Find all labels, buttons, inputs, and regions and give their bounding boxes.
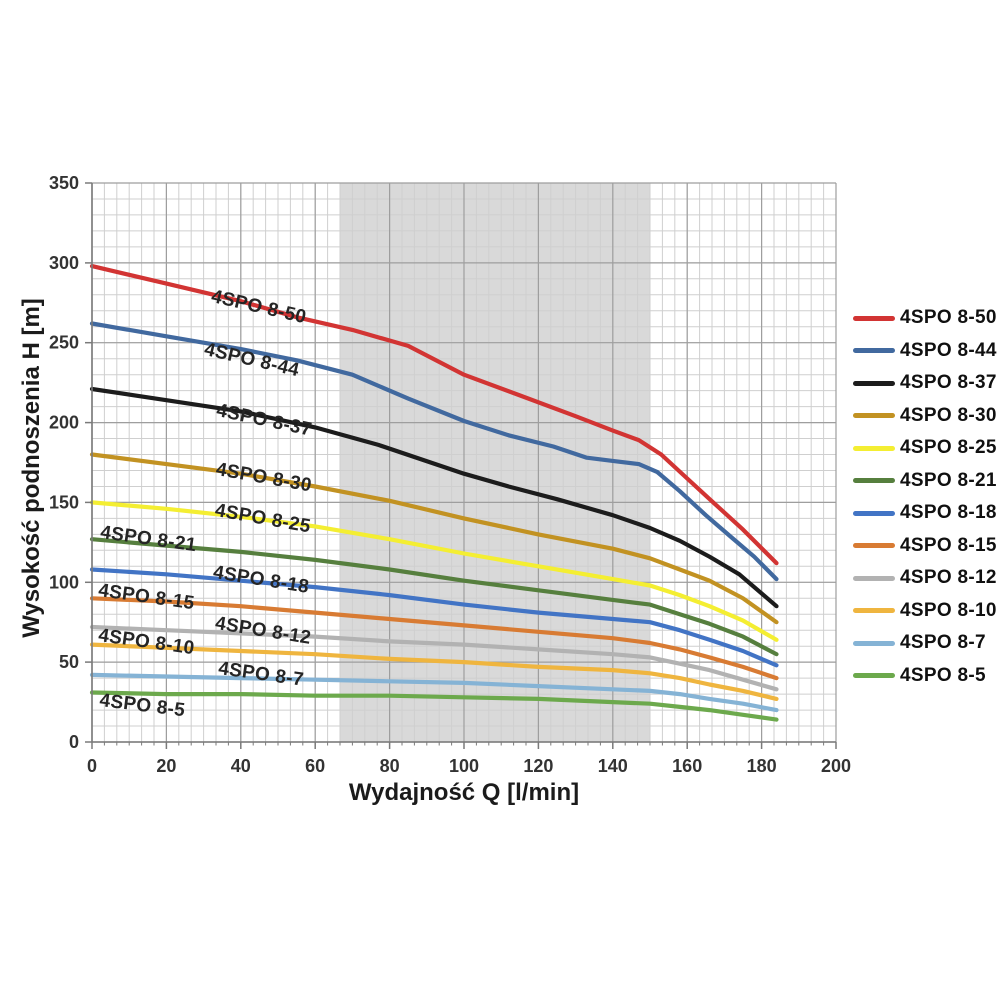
operating-range-band <box>340 183 650 742</box>
y-tick-label: 100 <box>49 572 79 592</box>
y-tick-label: 0 <box>69 732 79 752</box>
curve-4spo-8-18 <box>89 567 779 668</box>
x-tick-label: 200 <box>821 756 851 776</box>
x-tick-label: 120 <box>523 756 553 776</box>
y-tick-label: 300 <box>49 253 79 273</box>
curve-4spo-8-30 <box>89 452 779 625</box>
legend-item-4spo-8-50: 4SPO 8-50 <box>853 307 997 329</box>
x-tick-label: 140 <box>598 756 628 776</box>
legend-label-4spo-8-15: 4SPO 8-15 <box>900 534 997 556</box>
x-tick-label: 100 <box>449 756 479 776</box>
legend-item-4spo-8-12: 4SPO 8-12 <box>853 567 997 589</box>
legend-swatch-4spo-8-10 <box>853 608 895 613</box>
legend-swatch-4spo-8-18 <box>853 510 895 516</box>
curve-4spo-8-25 <box>89 500 779 642</box>
x-tick-label: 20 <box>156 756 176 776</box>
x-tick-label: 40 <box>231 756 251 776</box>
legend-label-4spo-8-30: 4SPO 8-30 <box>900 404 997 426</box>
legend-label-4spo-8-50: 4SPO 8-50 <box>900 307 997 328</box>
legend-swatch-4spo-8-15 <box>853 543 895 548</box>
x-tick-label: 80 <box>380 756 400 776</box>
y-axis-title: Wysokość podnoszenia H [m] <box>18 298 45 638</box>
x-tick-label: 0 <box>87 756 97 776</box>
curve-4spo-8-12 <box>89 624 779 692</box>
legend-item-4spo-8-7: 4SPO 8-7 <box>853 632 997 654</box>
legend-label-4spo-8-10: 4SPO 8-10 <box>900 599 997 621</box>
legend-swatch-4spo-8-12 <box>853 575 895 581</box>
legend-item-4spo-8-30: 4SPO 8-30 <box>853 405 997 427</box>
x-tick-label: 60 <box>305 756 325 776</box>
legend-item-4spo-8-15: 4SPO 8-15 <box>853 535 997 557</box>
legend-item-4spo-8-5: 4SPO 8-5 <box>853 665 997 687</box>
legend-swatch-4spo-8-25 <box>853 445 895 451</box>
legend-swatch-4spo-8-30 <box>853 413 895 418</box>
y-tick-label: 250 <box>49 333 79 353</box>
curve-4spo-8-21 <box>89 537 779 657</box>
legend-label-4spo-8-25: 4SPO 8-25 <box>900 437 997 458</box>
legend-label-4spo-8-5: 4SPO 8-5 <box>900 664 986 686</box>
x-axis-title: Wydajność Q [l/min] <box>348 779 580 806</box>
curve-4spo-8-37 <box>89 386 779 609</box>
x-tick-label: 180 <box>747 756 777 776</box>
y-tick-label: 150 <box>49 492 79 512</box>
legend-label-4spo-8-7: 4SPO 8-7 <box>900 632 986 653</box>
legend-item-4spo-8-18: 4SPO 8-18 <box>853 502 997 524</box>
legend-label-4spo-8-44: 4SPO 8-44 <box>900 339 997 361</box>
legend-swatch-4spo-8-37 <box>853 380 895 386</box>
legend-swatch-4spo-8-21 <box>853 478 895 483</box>
y-tick-label: 350 <box>49 173 79 193</box>
curve-4spo-8-15 <box>89 596 779 681</box>
legend-item-4spo-8-25: 4SPO 8-25 <box>853 437 997 459</box>
legend-item-4spo-8-44: 4SPO 8-44 <box>853 340 997 362</box>
legend-item-4spo-8-21: 4SPO 8-21 <box>853 470 997 492</box>
legend-item-4spo-8-10: 4SPO 8-10 <box>853 600 997 622</box>
legend-item-4spo-8-37: 4SPO 8-37 <box>853 372 997 394</box>
legend-swatch-4spo-8-5 <box>853 673 895 678</box>
legend: 4SPO 8-50 4SPO 8-44 4SPO 8-37 4SPO 8-30 4SPO… <box>853 307 997 697</box>
y-tick-label: 50 <box>59 652 79 672</box>
legend-swatch-4spo-8-50 <box>853 315 895 321</box>
curve-4spo-8-10 <box>89 642 779 701</box>
legend-swatch-4spo-8-44 <box>853 348 895 353</box>
legend-label-4spo-8-37: 4SPO 8-37 <box>900 372 997 393</box>
legend-label-4spo-8-18: 4SPO 8-18 <box>900 502 997 523</box>
curve-4spo-8-7 <box>89 672 779 713</box>
legend-label-4spo-8-12: 4SPO 8-12 <box>900 567 997 588</box>
curve-4spo-8-50 <box>89 264 779 566</box>
curve-4spo-8-5 <box>89 690 779 722</box>
curve-4spo-8-44 <box>89 321 779 582</box>
legend-swatch-4spo-8-7 <box>853 640 895 646</box>
legend-label-4spo-8-21: 4SPO 8-21 <box>900 469 997 491</box>
x-tick-label: 160 <box>672 756 702 776</box>
y-tick-label: 200 <box>49 413 79 433</box>
